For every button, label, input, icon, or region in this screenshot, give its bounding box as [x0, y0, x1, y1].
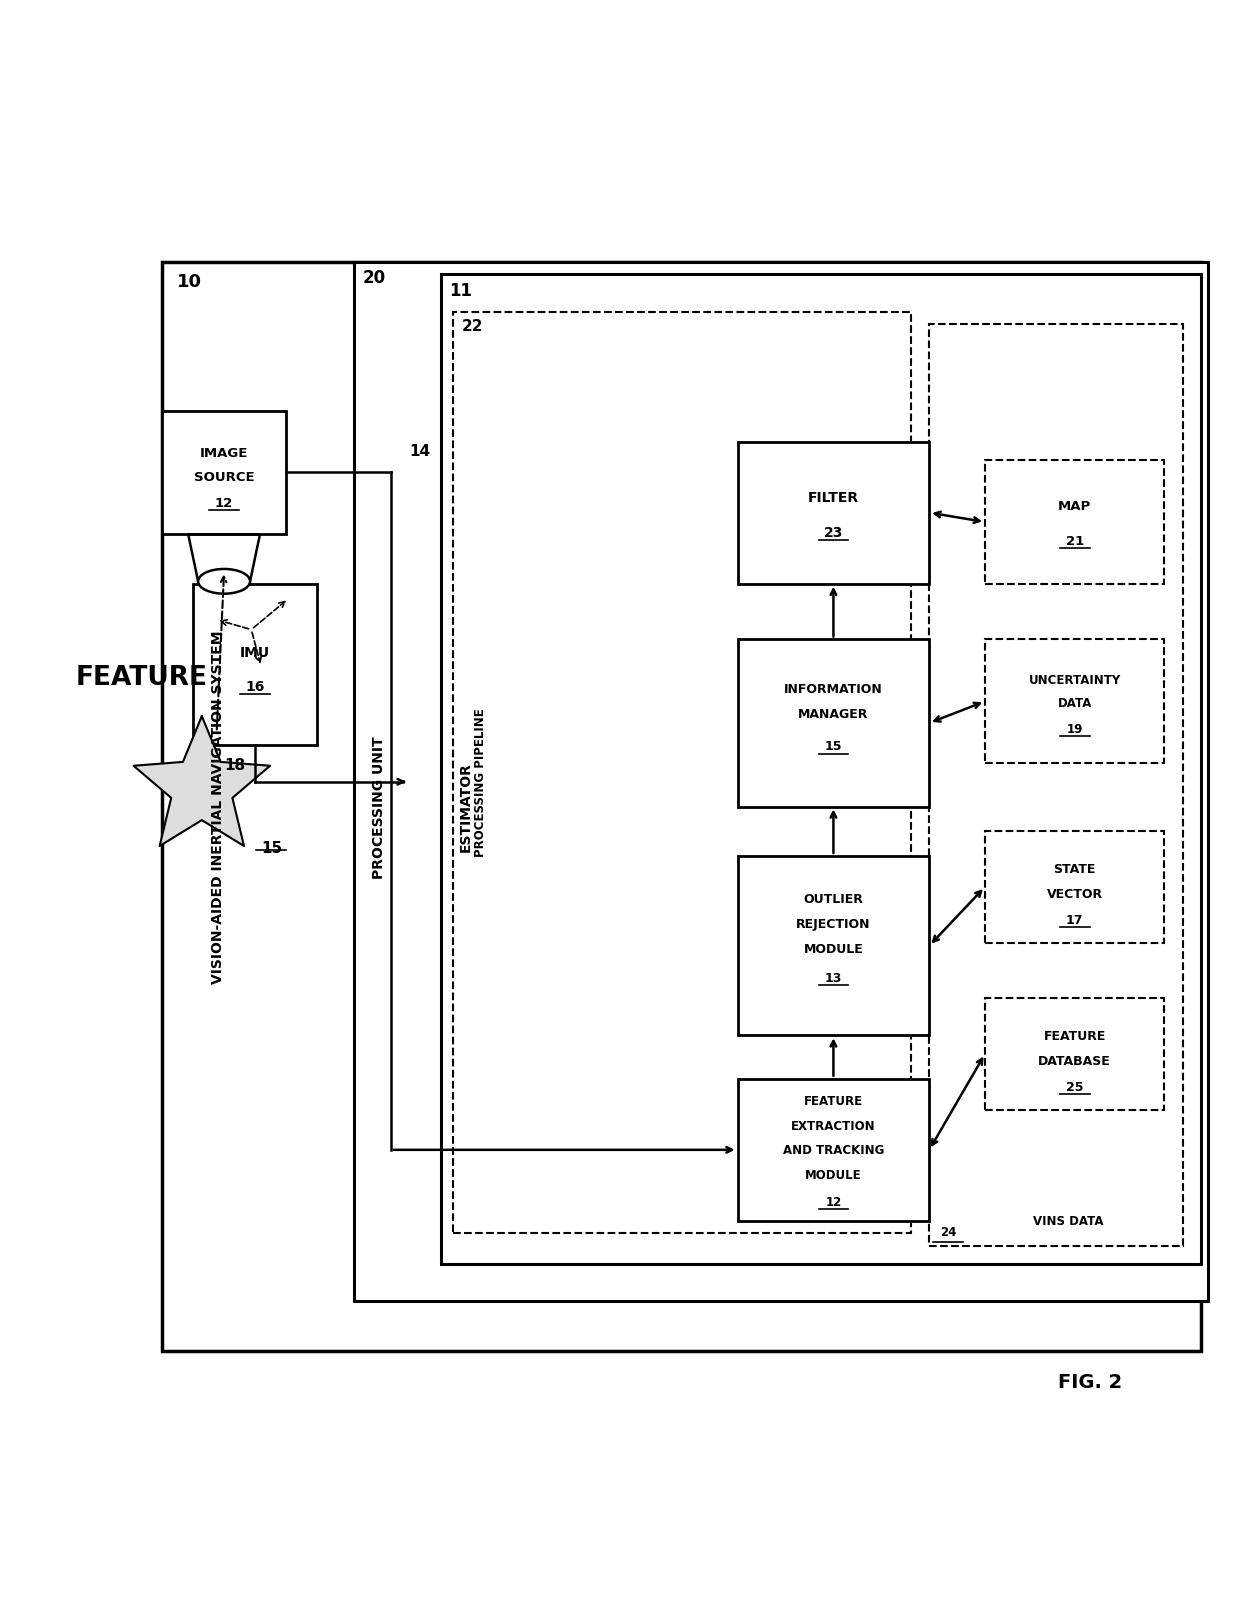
- FancyBboxPatch shape: [453, 313, 910, 1233]
- Text: 20: 20: [362, 270, 386, 287]
- Text: VINS DATA: VINS DATA: [1033, 1214, 1104, 1227]
- Text: SOURCE: SOURCE: [193, 470, 254, 483]
- Text: 23: 23: [823, 526, 843, 541]
- FancyBboxPatch shape: [738, 857, 929, 1036]
- FancyBboxPatch shape: [985, 641, 1164, 763]
- FancyBboxPatch shape: [738, 1080, 929, 1222]
- Ellipse shape: [198, 570, 250, 594]
- Text: EXTRACTION: EXTRACTION: [791, 1119, 875, 1131]
- Text: VISION-AIDED INERTIAL NAVIGATION SYSTEM: VISION-AIDED INERTIAL NAVIGATION SYSTEM: [211, 631, 224, 983]
- Text: 24: 24: [940, 1225, 956, 1238]
- Text: 18: 18: [224, 757, 246, 773]
- Text: AND TRACKING: AND TRACKING: [782, 1144, 884, 1157]
- FancyBboxPatch shape: [929, 324, 1183, 1246]
- Text: ESTIMATOR: ESTIMATOR: [459, 762, 472, 852]
- FancyBboxPatch shape: [353, 263, 1208, 1301]
- Text: DATABASE: DATABASE: [1038, 1054, 1111, 1067]
- Text: 21: 21: [1065, 534, 1084, 547]
- Text: INFORMATION: INFORMATION: [784, 683, 883, 696]
- Text: REJECTION: REJECTION: [796, 917, 870, 930]
- FancyBboxPatch shape: [193, 584, 317, 746]
- Text: 22: 22: [461, 318, 484, 334]
- FancyBboxPatch shape: [985, 831, 1164, 943]
- Text: VECTOR: VECTOR: [1047, 888, 1102, 901]
- Text: DATA: DATA: [1058, 697, 1092, 710]
- Text: MODULE: MODULE: [804, 943, 863, 955]
- Polygon shape: [134, 717, 270, 846]
- Text: 16: 16: [246, 679, 264, 694]
- Text: 10: 10: [177, 273, 202, 291]
- Text: 15: 15: [262, 841, 283, 855]
- Text: FEATURE: FEATURE: [804, 1094, 863, 1107]
- FancyBboxPatch shape: [162, 263, 1202, 1351]
- Text: 17: 17: [1066, 914, 1084, 926]
- Text: 15: 15: [825, 739, 842, 752]
- Text: 12: 12: [826, 1196, 842, 1209]
- FancyBboxPatch shape: [738, 442, 929, 584]
- Text: OUTLIER: OUTLIER: [804, 893, 863, 905]
- Text: 25: 25: [1066, 1080, 1084, 1093]
- Text: MANAGER: MANAGER: [799, 707, 868, 720]
- Text: 12: 12: [215, 497, 233, 510]
- Text: IMU: IMU: [241, 646, 270, 660]
- Text: FEATURE: FEATURE: [76, 665, 207, 691]
- Text: PROCESSING PIPELINE: PROCESSING PIPELINE: [474, 709, 486, 857]
- Text: PROCESSING UNIT: PROCESSING UNIT: [372, 736, 386, 878]
- Text: IMAGE: IMAGE: [200, 447, 248, 460]
- Text: MAP: MAP: [1058, 500, 1091, 513]
- Text: 11: 11: [449, 281, 472, 300]
- Text: 14: 14: [409, 444, 430, 458]
- FancyBboxPatch shape: [985, 460, 1164, 584]
- Text: FILTER: FILTER: [807, 491, 859, 504]
- Text: FEATURE: FEATURE: [1044, 1030, 1106, 1043]
- FancyBboxPatch shape: [738, 641, 929, 807]
- Text: FIG. 2: FIG. 2: [1058, 1372, 1122, 1391]
- Text: STATE: STATE: [1054, 862, 1096, 875]
- FancyBboxPatch shape: [162, 412, 286, 534]
- Text: MODULE: MODULE: [805, 1169, 862, 1181]
- FancyBboxPatch shape: [985, 999, 1164, 1110]
- Text: 19: 19: [1066, 723, 1083, 736]
- Text: 13: 13: [825, 972, 842, 985]
- Text: UNCERTAINTY: UNCERTAINTY: [1028, 673, 1121, 686]
- FancyBboxPatch shape: [440, 276, 1202, 1264]
